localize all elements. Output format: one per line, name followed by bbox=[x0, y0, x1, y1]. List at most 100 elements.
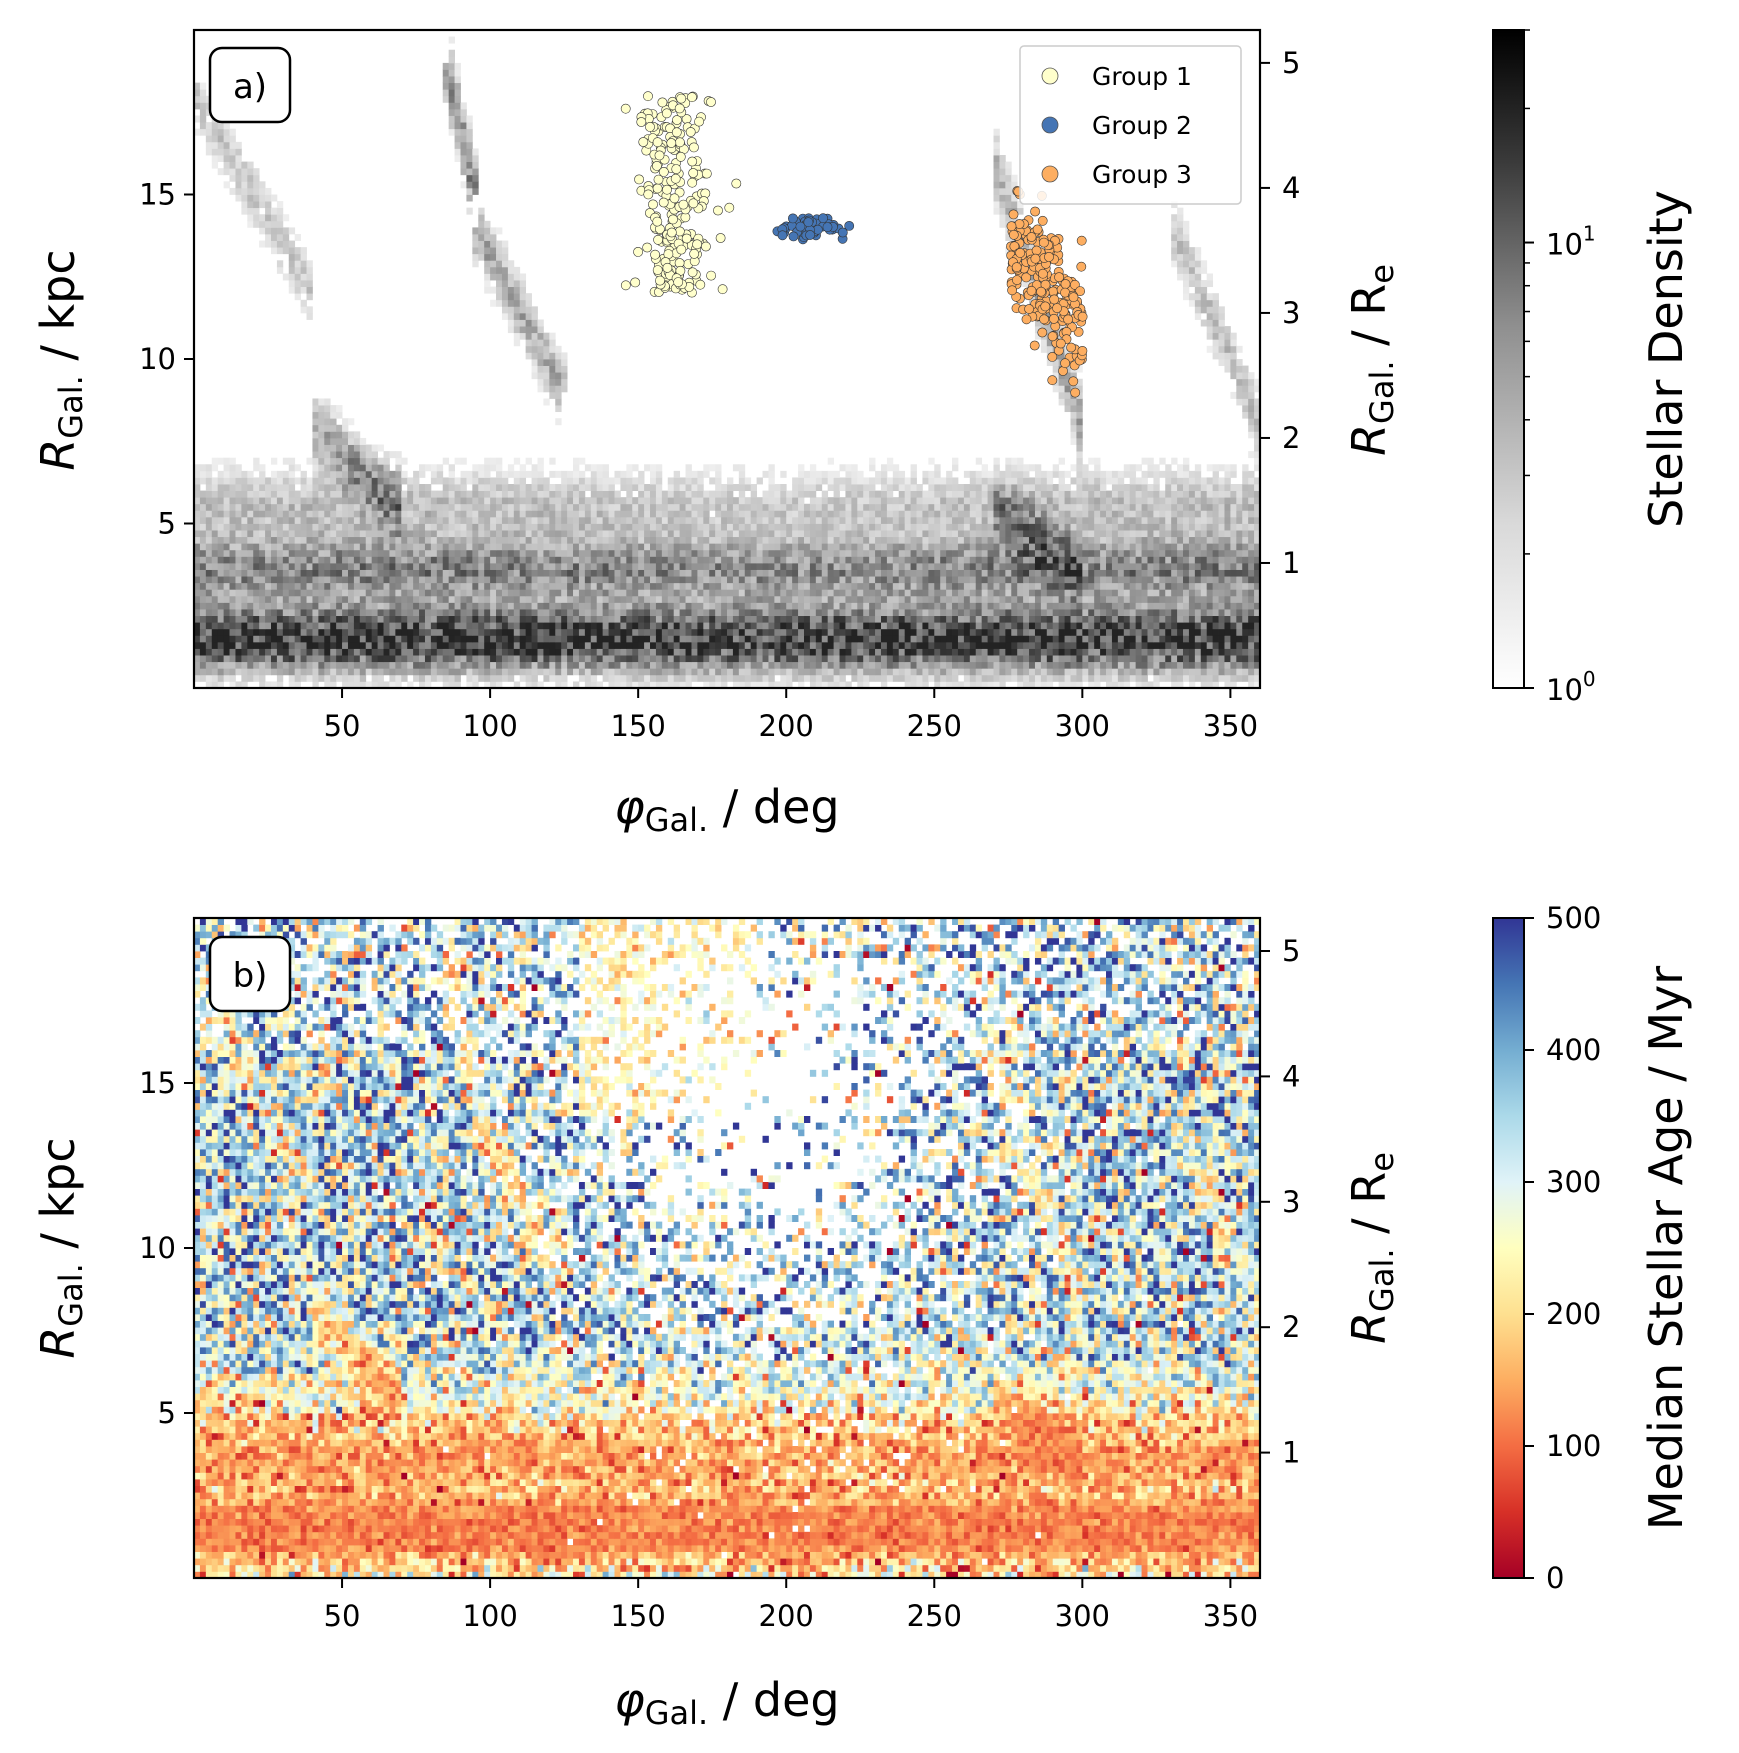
density-cell bbox=[194, 641, 201, 649]
density-cell bbox=[786, 635, 793, 643]
density-cell bbox=[1100, 648, 1107, 656]
density-cell bbox=[685, 628, 692, 636]
density-cell bbox=[655, 549, 663, 557]
density-cell bbox=[1029, 595, 1036, 603]
density-cell bbox=[1147, 661, 1154, 669]
density-cell bbox=[833, 562, 840, 570]
density-cell bbox=[1165, 635, 1172, 643]
density-cell bbox=[863, 530, 870, 538]
density-cell bbox=[1135, 562, 1142, 570]
density-cell bbox=[869, 569, 876, 577]
density-cell bbox=[904, 536, 911, 544]
density-cell bbox=[342, 589, 349, 597]
density-cell bbox=[300, 510, 307, 518]
density-cell bbox=[419, 503, 426, 511]
density-cell bbox=[721, 622, 728, 630]
density-cell bbox=[377, 576, 384, 584]
density-cell bbox=[786, 543, 793, 551]
density-cell bbox=[584, 661, 592, 669]
density-cell bbox=[501, 609, 509, 617]
density-cell bbox=[620, 516, 627, 524]
density-cell bbox=[419, 582, 426, 590]
density-cell bbox=[1159, 516, 1166, 524]
density-cell bbox=[851, 635, 858, 643]
density-cell bbox=[1183, 562, 1190, 570]
density-cell bbox=[655, 661, 663, 669]
density-cell bbox=[1135, 622, 1142, 630]
density-cell bbox=[484, 516, 491, 524]
density-cell bbox=[1076, 635, 1083, 643]
density-cell bbox=[1040, 576, 1048, 584]
density-cell bbox=[975, 523, 983, 531]
density-cell bbox=[1165, 589, 1172, 597]
density-cell bbox=[270, 602, 278, 610]
density-cell bbox=[424, 609, 432, 617]
density-cell bbox=[472, 648, 479, 656]
density-cell bbox=[1206, 556, 1214, 564]
density-cell bbox=[975, 655, 983, 663]
density-cell bbox=[821, 556, 829, 564]
density-cell bbox=[347, 510, 355, 518]
density-cell bbox=[555, 503, 562, 511]
density-cell bbox=[679, 628, 686, 636]
density-cell bbox=[638, 543, 645, 551]
density-cell bbox=[738, 595, 746, 603]
density-cell bbox=[424, 622, 432, 630]
density-cell bbox=[1171, 543, 1178, 551]
density-cell bbox=[211, 536, 219, 544]
density-cell bbox=[596, 635, 604, 643]
density-cell bbox=[673, 516, 681, 524]
density-cell bbox=[1005, 530, 1012, 538]
density-cell bbox=[1040, 648, 1048, 656]
density-cell bbox=[614, 661, 621, 669]
density-cell bbox=[750, 641, 758, 649]
density-cell bbox=[424, 582, 432, 590]
density-cell bbox=[916, 622, 923, 630]
density-cell bbox=[1052, 628, 1060, 636]
density-cell bbox=[342, 556, 349, 564]
density-cell bbox=[1046, 516, 1054, 524]
density-cell bbox=[626, 556, 633, 564]
density-cell bbox=[898, 516, 906, 524]
density-cell bbox=[318, 661, 325, 669]
density-cell bbox=[1106, 516, 1113, 524]
density-cell bbox=[241, 661, 248, 669]
density-cell bbox=[738, 549, 746, 557]
density-cell bbox=[300, 569, 307, 577]
density-cell bbox=[821, 622, 829, 630]
density-cell bbox=[265, 655, 272, 663]
density-cell bbox=[1206, 602, 1214, 610]
density-cell bbox=[419, 609, 426, 617]
density-cell bbox=[1005, 516, 1012, 524]
density-cell bbox=[555, 615, 562, 623]
density-cell bbox=[1224, 622, 1231, 630]
density-cell bbox=[727, 503, 734, 511]
density-cell bbox=[975, 503, 983, 511]
density-cell bbox=[1094, 582, 1101, 590]
density-cell bbox=[857, 674, 864, 682]
density-cell bbox=[1052, 595, 1060, 603]
density-cell bbox=[1147, 503, 1154, 511]
density-cell bbox=[1100, 661, 1107, 669]
density-cell bbox=[916, 510, 923, 518]
density-cell bbox=[525, 635, 532, 643]
density-cell bbox=[1123, 510, 1131, 518]
density-cell bbox=[928, 668, 935, 676]
density-cell bbox=[750, 569, 758, 577]
density-cell bbox=[685, 655, 692, 663]
density-cell bbox=[395, 674, 402, 682]
density-cell bbox=[513, 536, 521, 544]
density-cell bbox=[211, 569, 219, 577]
density-cell bbox=[377, 674, 384, 682]
density-cell bbox=[975, 582, 983, 590]
density-cell bbox=[1034, 628, 1042, 636]
density-cell bbox=[786, 530, 793, 538]
density-cell bbox=[1141, 589, 1148, 597]
density-cell bbox=[484, 510, 491, 518]
density-cell bbox=[460, 516, 467, 524]
density-cell bbox=[371, 648, 378, 656]
density-cell bbox=[1100, 622, 1107, 630]
density-cell bbox=[869, 543, 876, 551]
density-cell bbox=[276, 589, 284, 597]
